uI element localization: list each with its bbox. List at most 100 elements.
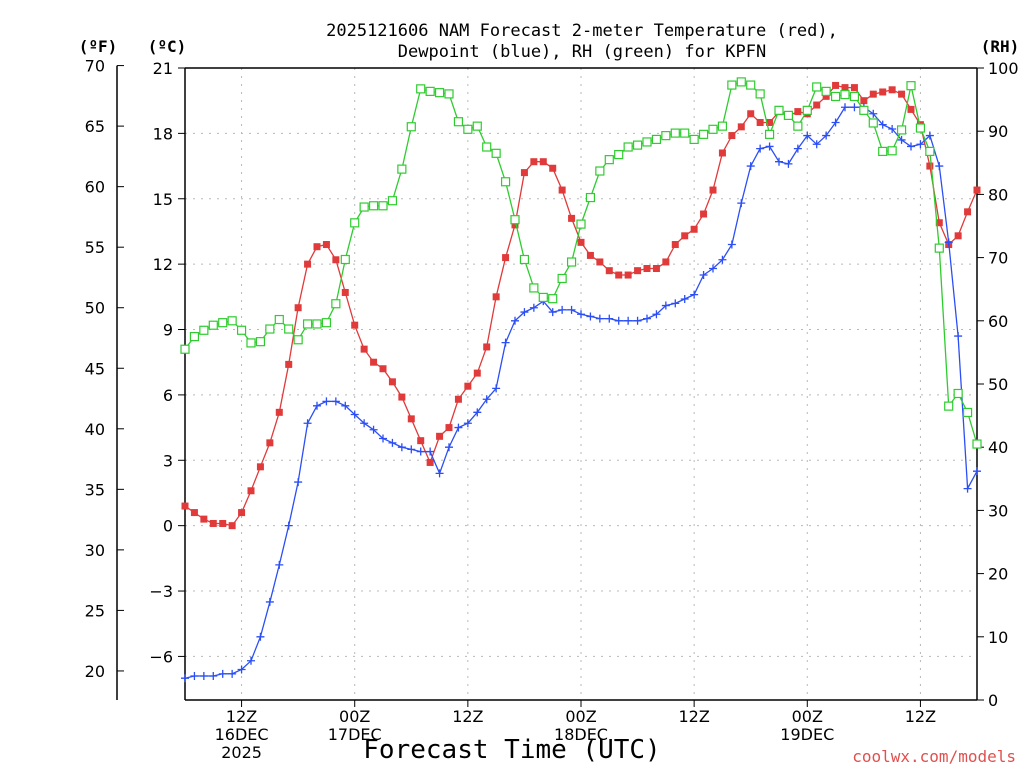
rh-tick-label: 60 [988, 312, 1008, 331]
axes: 2025303540455055606570−6−303691215182101… [85, 57, 1019, 762]
rh-point [444, 89, 454, 99]
rh-point [840, 89, 850, 100]
rh-point [463, 124, 473, 134]
temperature-point [464, 382, 472, 390]
dewpoint-point [973, 467, 981, 476]
x-tick-label: 16DEC [215, 725, 269, 744]
dewpoint-point [369, 425, 378, 434]
dewpoint-point [869, 109, 878, 118]
dewpoint-point [520, 308, 529, 317]
rh-tick-label: 90 [988, 122, 1008, 141]
rh-point [227, 316, 237, 326]
temperature-point [634, 267, 642, 275]
temperature-point [718, 149, 726, 157]
rh-point [246, 338, 256, 348]
dewpoint-point [916, 140, 925, 149]
rh-point [953, 388, 963, 399]
temperature-point [332, 256, 340, 264]
fahrenheit-tick-label: 35 [85, 480, 105, 499]
celsius-axis-unit: (ºC) [148, 37, 187, 56]
rh-point [199, 325, 209, 335]
dewpoint-point [878, 120, 887, 129]
rh-point [236, 325, 247, 335]
rh-point [793, 121, 803, 131]
celsius-tick-label: −3 [149, 582, 173, 601]
rh-point [812, 82, 822, 92]
rh-point [670, 128, 680, 138]
dewpoint-point [445, 443, 453, 452]
celsius-tick-label: 6 [163, 386, 173, 405]
dewpoint-point [463, 419, 472, 428]
rh-point [255, 337, 266, 347]
temperature-point [266, 439, 274, 447]
dewpoint-point [501, 338, 510, 347]
temperature-point [869, 90, 877, 98]
temperature-point [379, 365, 387, 373]
rh-point [340, 254, 350, 265]
x-tick-label: 18DEC [554, 725, 608, 744]
dewpoint-point [284, 521, 293, 530]
rh-tick-label: 50 [988, 375, 1008, 394]
rh-point [915, 123, 926, 133]
dewpoint-point [482, 395, 491, 404]
rh-point [878, 146, 888, 157]
rh-point [576, 219, 586, 229]
temperature-point [879, 88, 887, 96]
rh-point [595, 166, 605, 176]
rh-point [642, 137, 652, 147]
x-axis-title: Forecast Time (UTC) [363, 735, 660, 765]
dewpoint-point [680, 295, 689, 304]
dewpoint-point [454, 423, 463, 432]
rh-tick-label: 70 [988, 249, 1008, 268]
dewpoint-point [935, 162, 944, 171]
rh-point [585, 192, 596, 203]
rh-point [453, 117, 464, 127]
temperature-point [209, 519, 217, 527]
rh-point [764, 129, 775, 139]
rh-point [604, 155, 614, 165]
temperature-point [351, 321, 359, 329]
rh-tick-label: 0 [988, 691, 998, 710]
rh-point [962, 407, 973, 418]
rh-point [397, 164, 407, 174]
fahrenheit-tick-label: 55 [85, 238, 105, 257]
x-tick-label: 00Z [565, 707, 596, 726]
fahrenheit-tick-label: 40 [85, 420, 105, 439]
temperature-point [728, 132, 736, 140]
rh-point [284, 324, 294, 334]
temperature-point [850, 84, 858, 92]
dewpoint-point [190, 672, 199, 681]
dewpoint-point [529, 303, 538, 312]
fahrenheit-tick-label: 30 [85, 541, 105, 560]
dewpoint-point [548, 308, 557, 317]
rh-point [944, 401, 954, 411]
dewpoint-point [671, 299, 680, 308]
fahrenheit-tick-label: 65 [85, 117, 105, 136]
dewpoint-point [275, 560, 284, 569]
dewpoint-point [643, 314, 651, 323]
rh-tick-label: 80 [988, 185, 1008, 204]
rh-point [906, 81, 916, 91]
rh-point [387, 196, 398, 206]
rh-point [406, 122, 416, 132]
dewpoint-point [793, 144, 802, 153]
temperature-point [549, 164, 557, 172]
temperature-point [766, 118, 774, 126]
dewpoint-point [237, 665, 246, 674]
rh-point [293, 335, 303, 345]
series-rh [180, 77, 982, 449]
rh-point [529, 283, 539, 293]
x-tick-label: 2025 [221, 743, 262, 762]
temperature-point [586, 251, 594, 259]
dewpoint-point [256, 632, 265, 641]
dewpoint-point [350, 410, 359, 419]
dewpoint-point [388, 438, 397, 447]
temperature-point [841, 84, 849, 92]
rh-point [689, 134, 699, 145]
x-tick-label: 00Z [792, 707, 823, 726]
x-tick-label: 12Z [905, 707, 936, 726]
dewpoint-point [661, 301, 670, 310]
temperature-point [190, 509, 198, 517]
dewpoint-point [605, 314, 614, 323]
